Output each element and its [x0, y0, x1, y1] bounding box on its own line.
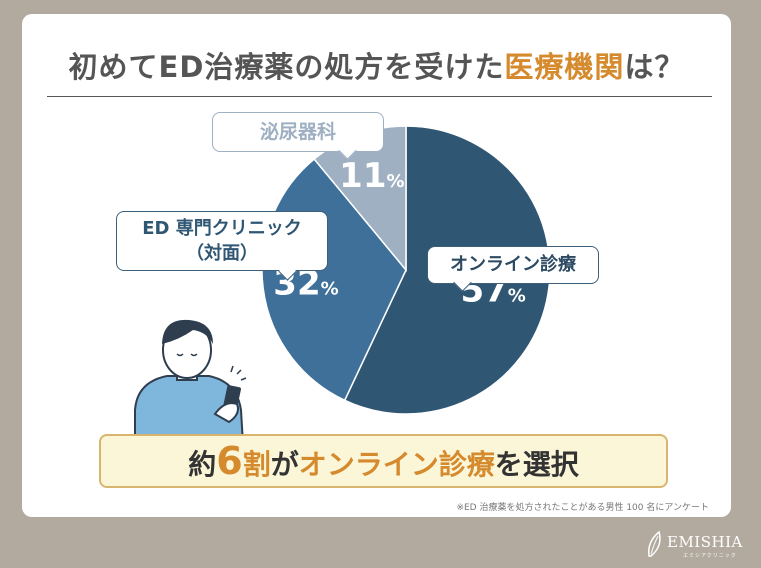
banner-text-3: 割 — [242, 448, 271, 481]
leaf-icon — [647, 530, 661, 557]
slice-urology-value-label: 11% — [339, 156, 404, 196]
infographic-card: 初めてED治療薬の処方を受けた医療機関は？ 57% 32% 11% 泌尿器科 ED … — [22, 14, 731, 517]
brand-subtitle: エミシアクリニック — [683, 553, 737, 559]
brand-logo[interactable]: EMISHIA エミシアクリニック — [645, 530, 755, 560]
banner-text-5: オンライン診療 — [298, 448, 495, 481]
title-highlight: 医療機関 — [504, 50, 625, 84]
banner-number: 6 — [216, 439, 243, 483]
online-label-bubble: オンライン診療 — [427, 246, 599, 292]
ed-clinic-label-bubble: ED 専門クリニック （対面） — [116, 211, 328, 281]
urology-label: 泌尿器科 — [259, 121, 336, 143]
brand-name: EMISHIA — [667, 533, 743, 551]
banner-text-4: が — [270, 448, 299, 481]
title-part1: 初めてED治療薬の処方を受けた — [68, 50, 505, 84]
urology-label-bubble: 泌尿器科 — [212, 112, 384, 160]
ed-clinic-label-line1: ED 専門クリニック — [142, 218, 302, 239]
title-part2: は？ — [624, 50, 685, 84]
survey-footnote: ※ED 治療薬を処方されたことがある男性 100 名にアンケート — [456, 503, 709, 513]
banner-text-6: を選択 — [494, 448, 579, 481]
ed-clinic-label-line2: （対面） — [186, 243, 258, 264]
online-label: オンライン診療 — [450, 254, 576, 275]
page-title: 初めてED治療薬の処方を受けた医療機関は？ — [22, 44, 731, 86]
person-with-phone-illustration — [134, 319, 247, 444]
banner-text-1: 約 — [188, 448, 217, 481]
title-divider — [47, 96, 712, 97]
conclusion-banner: 約6割がオンライン診療を選択 — [99, 434, 668, 488]
